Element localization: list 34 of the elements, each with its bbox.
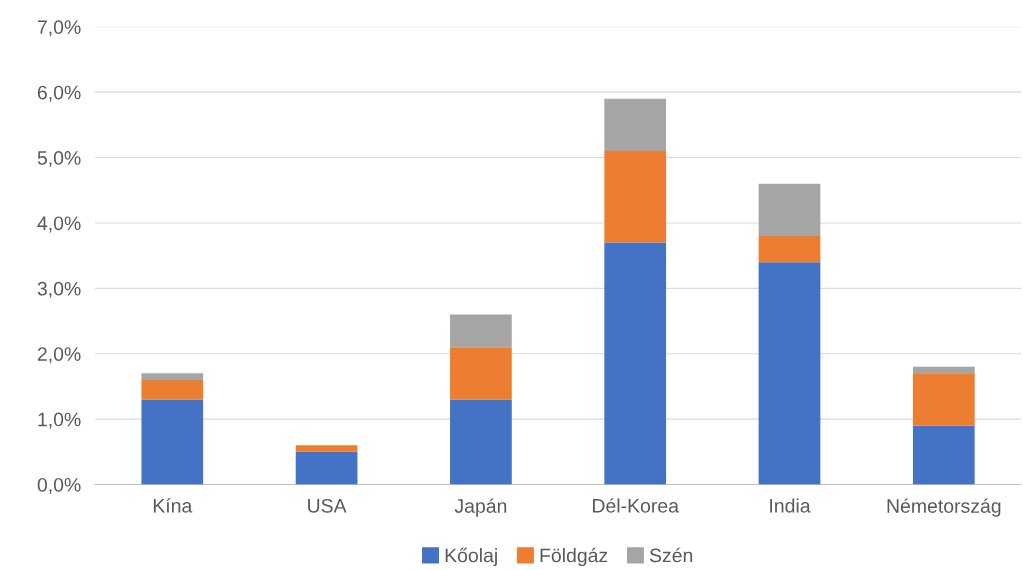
bar [758,183,821,237]
y-tick-label: 0,0% [37,477,81,495]
bar [912,373,975,426]
x-tick-label: Dél-Korea [593,498,679,513]
bar [450,314,512,348]
y-tick-label: 7,0% [37,20,81,37]
bar [295,451,358,485]
bar [450,399,512,485]
x-tick-label: Németország [887,498,1001,517]
x-tick-label: USA [308,498,347,513]
x-tick-label: Japán [454,498,507,517]
y-tick-label: 3,0% [37,281,81,298]
bar [450,347,512,400]
legend-label: Szén [649,547,693,563]
bar [604,151,667,243]
y-tick-label: 5,0% [37,151,81,168]
bar [758,262,821,485]
legend-label: Földgáz [540,547,608,567]
bar [758,236,821,263]
y-tick-label: 2,0% [37,347,81,364]
bar [604,98,667,152]
bar [912,425,975,485]
y-tick-label: 6,0% [37,85,81,102]
bar [141,399,204,485]
y-tick-label: 4,0% [37,216,81,233]
legend-label: Kőolaj [445,547,497,567]
bar [141,379,204,400]
y-tick-label: 1,0% [38,412,81,429]
bar [912,366,975,374]
bar [604,242,667,485]
x-tick-label: Kína [153,498,193,513]
bar [141,373,204,380]
bar [295,445,358,452]
x-tick-label: India [770,498,811,513]
